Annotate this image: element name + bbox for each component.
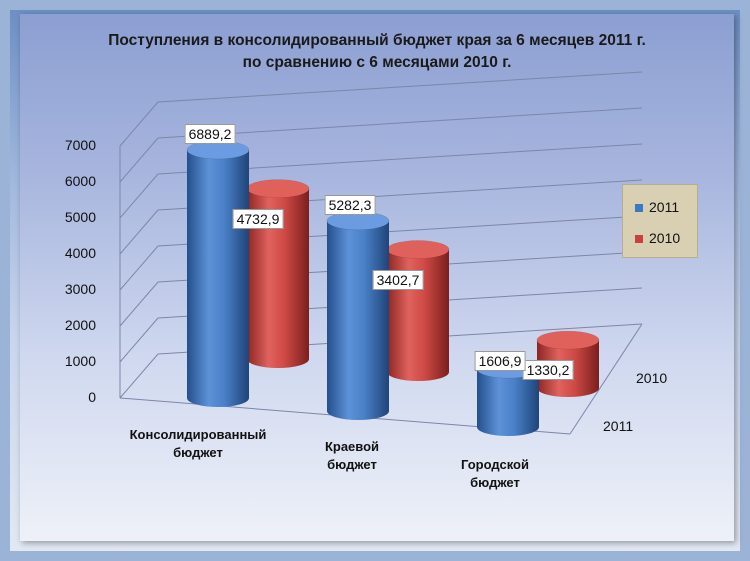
chart-title: Поступления в консолидированный бюджет к… xyxy=(108,32,646,49)
bar-2011-1 xyxy=(326,211,390,420)
bar-2011-1-body xyxy=(327,220,389,420)
chart-subtitle: по сравнению с 6 месяцами 2010 г. xyxy=(242,54,512,71)
legend-item-2010: 2010 xyxy=(635,230,680,246)
bar-2011-0 xyxy=(186,140,250,407)
legend-label-2010: 2010 xyxy=(649,230,681,246)
depth-label-2011: 2011 xyxy=(603,418,634,434)
data-label-2010-2: 1330,2 xyxy=(522,360,574,381)
category-label-0: Консолидированный бюджет xyxy=(129,427,267,460)
category-label-2: Городской бюджет xyxy=(461,457,529,490)
gridline-side xyxy=(119,101,159,147)
bar-2010-1 xyxy=(386,240,450,381)
y-tick-label: 2000 xyxy=(64,317,96,333)
legend-item-2011: 2011 xyxy=(635,199,679,215)
gridline-side xyxy=(119,173,159,219)
data-label-2010-1: 3402,7 xyxy=(372,269,424,290)
data-label-2011-1: 5282,3 xyxy=(324,194,376,215)
y-tick-label: 1000 xyxy=(64,353,96,369)
gridline-side xyxy=(119,317,159,363)
gridline-side xyxy=(119,245,159,291)
gridline-side xyxy=(119,209,159,255)
y-tick-label: 6000 xyxy=(64,173,96,189)
legend: 2011 2010 xyxy=(622,184,698,258)
y-tick-label: 3000 xyxy=(64,281,96,297)
bar-2010-1-top xyxy=(386,240,450,259)
data-label-2011-0: 6889,2 xyxy=(184,123,236,144)
chart-plot xyxy=(119,71,643,436)
data-label-2010-0: 4732,9 xyxy=(232,208,284,229)
legend-label-2011: 2011 xyxy=(649,199,680,215)
bar-2010-0-body xyxy=(247,188,309,368)
legend-swatch-2011 xyxy=(635,204,643,213)
floor-right-edge xyxy=(569,323,643,435)
depth-label-2010: 2010 xyxy=(636,370,668,386)
y-tick-label: 5000 xyxy=(64,209,96,225)
y-tick-label: 7000 xyxy=(64,137,96,153)
category-label-1: Краевой бюджет xyxy=(324,439,380,472)
data-label-2011-2: 1606,9 xyxy=(474,351,526,372)
y-tick-label: 4000 xyxy=(64,245,96,261)
gridline-side xyxy=(119,281,159,327)
gridline-back xyxy=(157,107,643,139)
bar-2010-2-top xyxy=(536,330,600,350)
y-tick-label: 0 xyxy=(88,389,96,405)
bar-2010-0-top xyxy=(246,179,310,198)
gridline-back xyxy=(157,71,643,103)
legend-swatch-2010 xyxy=(635,235,643,244)
bar-2010-0 xyxy=(246,179,310,368)
gridline-side xyxy=(119,137,159,183)
bar-2011-0-body xyxy=(187,149,249,407)
gridline-side xyxy=(119,353,159,399)
chart-panel: Поступления в консолидированный бюджет к… xyxy=(20,14,734,541)
bar-2011-2-body xyxy=(477,369,539,436)
